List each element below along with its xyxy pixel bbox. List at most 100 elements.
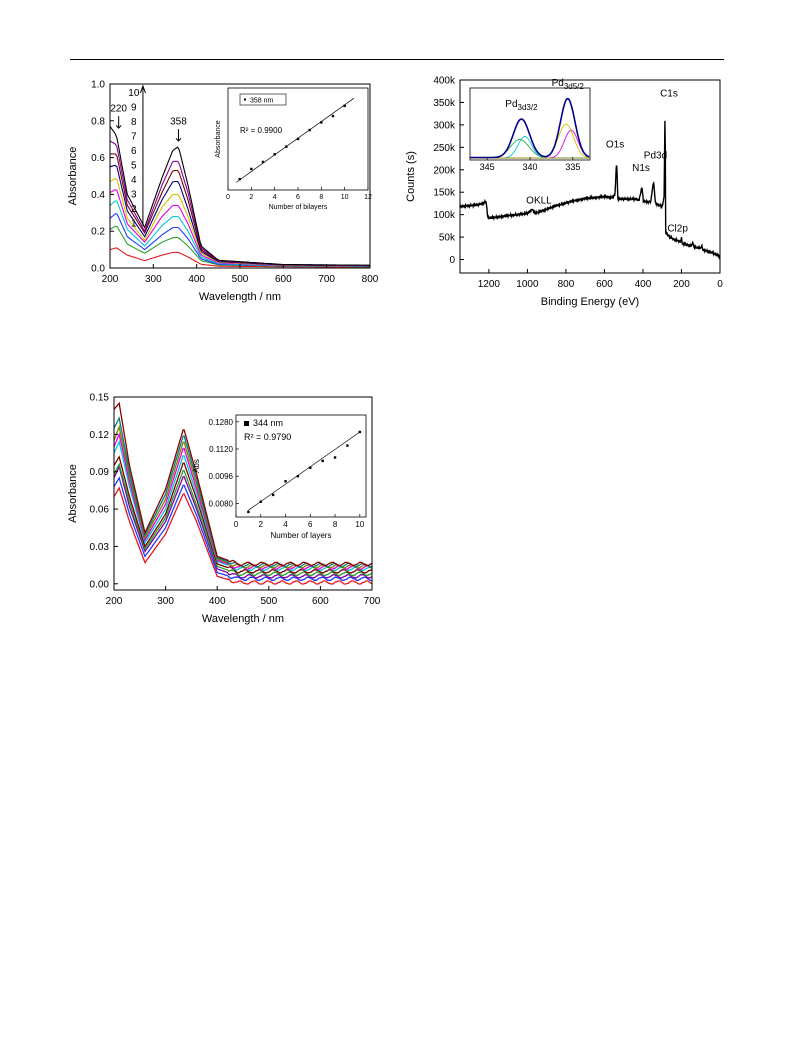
y-axis-label: Counts (s) (405, 151, 417, 202)
header-rule (70, 59, 724, 60)
layer-label-10: 10 (128, 88, 140, 99)
plot-frame (113, 396, 373, 591)
inset-point (296, 137, 300, 141)
y-tick-label: 0.4 (91, 190, 105, 201)
layer-label-1: 1 (131, 219, 137, 230)
x-tick-label: 300 (157, 596, 174, 607)
inset-x-tick-label: 10 (355, 520, 364, 529)
inset-y-tick-label: 0.0080 (209, 499, 234, 508)
x-tick-label: 1200 (478, 279, 501, 290)
x-tick-label: 200 (102, 274, 119, 285)
inset-point (238, 177, 241, 181)
inset-x-tick-label: 8 (333, 520, 338, 529)
y-tick-label: 200k (433, 165, 456, 176)
layer-label-4: 4 (131, 175, 137, 186)
inset-point (261, 160, 265, 164)
layer-label-9: 9 (131, 103, 137, 114)
inset-frame (469, 87, 591, 161)
inset-peak-label-pd3d52: Pd3d5/2 (552, 78, 585, 91)
inset-x-tick-label: 4 (273, 194, 277, 201)
y-tick-label: 300k (433, 120, 456, 131)
x-tick-label: 600 (275, 274, 292, 285)
peak-label-cl2p: Cl2p (667, 224, 688, 235)
y-axis-label: Absorbance (67, 464, 79, 523)
inset-y-tick-label: 0.1280 (209, 418, 234, 427)
y-tick-label: 250k (433, 143, 456, 154)
inset-point (343, 104, 346, 108)
layer-label-2: 2 (131, 204, 137, 215)
annotation-358: 358 (170, 116, 187, 127)
y-tick-label: 50k (439, 233, 456, 244)
y-tick-label: 0.15 (90, 393, 110, 404)
inset-r2-label: R² = 0.9790 (244, 432, 291, 442)
x-tick-label: 1000 (516, 279, 539, 290)
inset-x-tick-label: 2 (259, 520, 264, 529)
inset-x-tick-label: 340 (522, 162, 537, 172)
inset-x-tick-label: 2 (249, 194, 253, 201)
annotation-220: 220 (110, 104, 127, 115)
inset-chart: 0 2 4 6 8 10 0.0080 0.0096 0.1120 0.1280 Number of… (192, 414, 367, 540)
x-axis-label: Wavelength / nm (202, 613, 284, 625)
layer-label-7: 7 (131, 132, 137, 143)
inset-x-tick-label: 6 (296, 194, 300, 201)
inset-envelope (470, 97, 590, 159)
y-tick-label: 0.8 (91, 116, 105, 127)
inset-frame (235, 414, 367, 518)
x-tick-label: 200 (106, 596, 123, 607)
plot-frame (459, 79, 721, 274)
inset-point (296, 475, 300, 478)
inset-legend-marker (244, 421, 249, 426)
y-tick-label: 0.2 (91, 227, 105, 238)
inset-peak-label-pd3d32: Pd3d3/2 (505, 99, 538, 112)
inset-y-axis-label: Absorbance (215, 120, 222, 157)
y-tick-label: 0.6 (91, 153, 105, 164)
y-tick-label: 0.06 (90, 505, 110, 516)
arrow-358-head (175, 137, 182, 142)
peak-label-n1s: N1s (632, 163, 650, 174)
inset-chart: 0 2 4 6 8 10 12 Number of bilayers Absorbance 358… (215, 87, 372, 211)
arrow-220-head (115, 125, 122, 129)
layer-label-8: 8 (131, 117, 137, 128)
peak-label-okll: OKLL (526, 195, 552, 206)
inset-x-axis-label: Number of bilayers (269, 204, 328, 211)
series-line-4 (113, 462, 373, 576)
x-tick-label: 400 (209, 596, 226, 607)
series-line-5 (113, 455, 372, 574)
inset-x-tick-label: 6 (308, 520, 313, 529)
y-tick-label: 0.00 (90, 579, 110, 590)
inset-point (285, 145, 288, 148)
peak-label-o1s: O1s (606, 139, 624, 150)
inset-x-tick-label: 0 (226, 194, 230, 201)
y-tick-label: 150k (433, 188, 456, 199)
x-tick-label: 700 (364, 596, 381, 607)
inset-x-tick-label: 4 (283, 520, 288, 529)
inset-x-axis-label: Number of layers (271, 531, 332, 540)
series-line-3 (113, 464, 372, 579)
y-tick-label: 1.0 (91, 80, 105, 91)
y-tick-label: 0.12 (90, 430, 110, 441)
x-tick-label: 400 (635, 279, 652, 290)
inset-point (273, 153, 276, 156)
inset-point (309, 466, 312, 469)
inset-legend-box (239, 93, 287, 106)
x-tick-label: 200 (673, 279, 690, 290)
uv-vis-layer-chart: 200 300 400 500 600 700 0.00 0.03 0.06 0.09 0.12 0.… (67, 393, 381, 626)
y-tick-label: 350k (433, 98, 456, 109)
y-tick-label: 0.03 (90, 542, 110, 553)
x-tick-label: 800 (558, 279, 575, 290)
inset-point (358, 430, 362, 434)
inset-y-axis-label: Abs (192, 459, 201, 473)
inset-point (308, 128, 311, 132)
xps-survey-chart: 1200 1000 800 600 400 200 0 0 50k 100k 150k 200k 250… (405, 76, 723, 309)
x-tick-label: 300 (145, 274, 162, 285)
x-axis-label: Binding Energy (eV) (541, 296, 639, 308)
inset-legend-label: 344 nm (253, 418, 283, 428)
inset-x-tick-label: 10 (341, 194, 349, 201)
x-tick-label: 500 (260, 596, 277, 607)
y-tick-label: 0 (449, 255, 455, 266)
inset-point (271, 493, 275, 497)
series-line-1 (113, 486, 372, 585)
inset-point (320, 121, 323, 124)
inset-y-tick-label: 0.0096 (209, 472, 234, 481)
layer-label-6: 6 (131, 146, 137, 157)
